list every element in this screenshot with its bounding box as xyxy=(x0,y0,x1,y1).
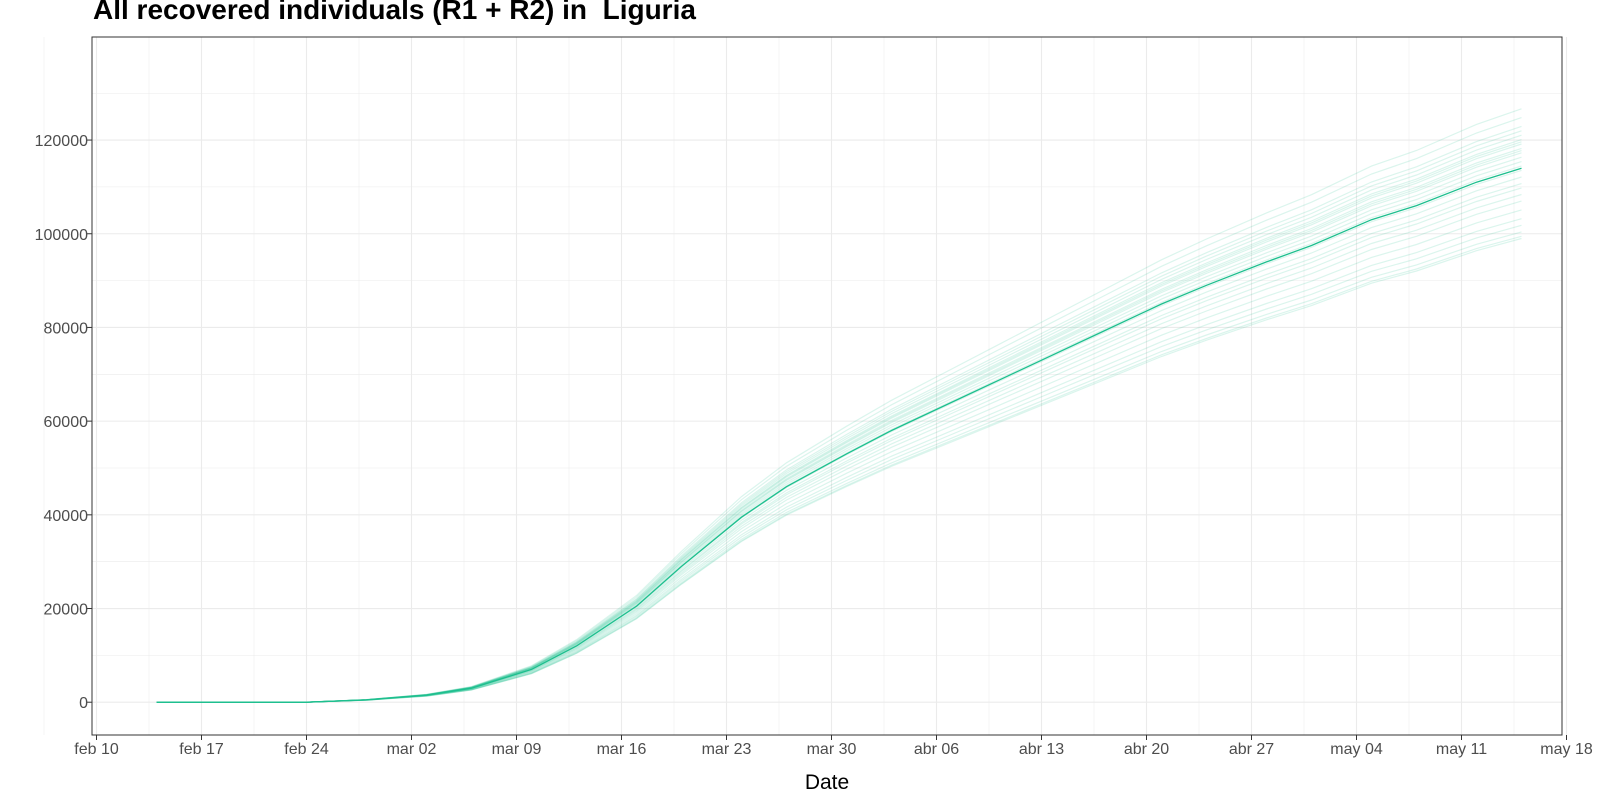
y-axis: 0 20000 40000 60000 80000 100000 120000 xyxy=(35,133,92,712)
y-tick-label: 20000 xyxy=(44,602,89,619)
x-tick-label: feb 17 xyxy=(179,741,224,758)
ensemble-line xyxy=(156,108,1522,703)
ensemble-line xyxy=(156,235,1522,703)
y-tick-label: 100000 xyxy=(35,227,88,244)
ensemble-line xyxy=(156,147,1522,703)
x-tick-label: may 18 xyxy=(1540,741,1593,758)
chart-title: All recovered individuals (R1 + R2) in L… xyxy=(93,0,696,25)
ensemble-line xyxy=(156,200,1522,703)
ensemble-line xyxy=(156,134,1522,703)
x-tick-label: mar 02 xyxy=(387,741,437,758)
x-axis: feb 10 feb 17 feb 24 mar 02 mar 09 mar 16 mar … xyxy=(74,735,1593,758)
ensemble-series xyxy=(156,108,1522,703)
x-tick-label: may 11 xyxy=(1436,741,1487,758)
y-tick-label: 40000 xyxy=(44,508,89,525)
x-tick-label: mar 23 xyxy=(702,741,752,758)
ensemble-line xyxy=(156,125,1522,703)
y-tick-label: 120000 xyxy=(35,133,88,150)
x-tick-label: abr 06 xyxy=(914,741,959,758)
x-axis-title: Date xyxy=(805,771,849,794)
ensemble-line xyxy=(156,117,1522,703)
ensemble-line xyxy=(156,152,1522,703)
major-gridlines xyxy=(92,37,1568,735)
y-tick-label: 80000 xyxy=(44,320,89,337)
ensemble-line xyxy=(156,165,1522,703)
x-tick-label: feb 24 xyxy=(284,741,329,758)
ensemble-line xyxy=(156,143,1522,703)
ensemble-line xyxy=(156,224,1522,703)
minor-gridlines xyxy=(43,37,1562,735)
ensemble-line xyxy=(156,237,1522,703)
x-tick-label: may 04 xyxy=(1330,741,1383,758)
main-series xyxy=(156,167,1522,703)
y-tick-label: 0 xyxy=(79,695,88,712)
x-tick-label: mar 30 xyxy=(807,741,857,758)
ensemble-line xyxy=(156,139,1522,703)
plot-panel-border xyxy=(91,36,1563,736)
ensemble-line xyxy=(156,141,1522,703)
ensemble-line xyxy=(156,231,1522,703)
ensemble-line xyxy=(156,209,1522,703)
x-tick-label: feb 10 xyxy=(74,741,119,758)
main-line xyxy=(156,167,1522,703)
x-tick-label: abr 20 xyxy=(1124,741,1169,758)
y-tick-label: 60000 xyxy=(44,414,89,431)
x-tick-label: mar 09 xyxy=(492,741,542,758)
x-tick-label: abr 27 xyxy=(1229,741,1274,758)
ensemble-line xyxy=(156,156,1522,703)
ensemble-line xyxy=(156,218,1522,703)
x-tick-label: mar 16 xyxy=(597,741,647,758)
x-tick-label: abr 13 xyxy=(1019,741,1064,758)
ensemble-line xyxy=(156,130,1522,703)
